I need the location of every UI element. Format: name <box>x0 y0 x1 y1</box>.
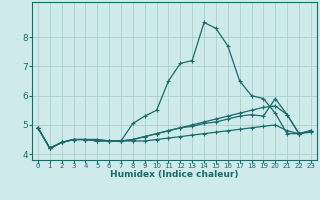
X-axis label: Humidex (Indice chaleur): Humidex (Indice chaleur) <box>110 170 239 179</box>
